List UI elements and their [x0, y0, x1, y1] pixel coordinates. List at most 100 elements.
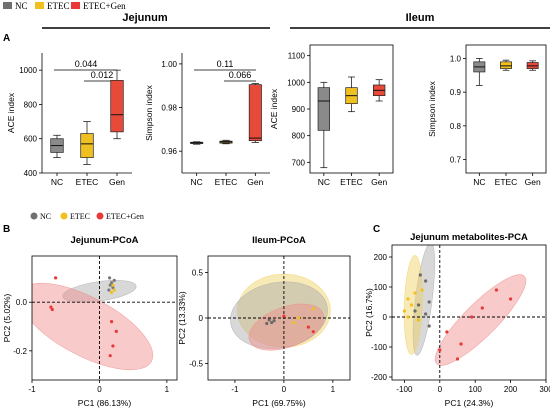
chart-title: Jejunum-PCoA: [70, 235, 138, 246]
y-tick-label: 100: [374, 283, 388, 292]
box-etec: [500, 61, 512, 69]
y-tick-label: 1000: [287, 78, 305, 87]
data-point: [114, 329, 118, 333]
legend-b-dot-nc: [30, 212, 38, 220]
confidence-ellipse: [32, 282, 154, 371]
data-point: [420, 288, 424, 292]
y-tick-label: 0.7: [450, 156, 462, 165]
legend-b-label-nc: NC: [40, 212, 51, 221]
data-point: [413, 291, 417, 295]
data-point: [409, 303, 414, 307]
x-tick-label: ETEC: [495, 177, 518, 187]
x-tick-label: 300: [539, 385, 550, 394]
y-tick-label: -0.2: [13, 347, 27, 356]
y-tick-label: 200: [374, 253, 388, 262]
panel-letter-a: A: [3, 33, 10, 44]
y-tick-label: -0.5: [189, 360, 203, 369]
legend-b-dot-etec: [60, 212, 68, 220]
data-point: [267, 318, 271, 322]
section-label-jejunum: Jejunum: [122, 12, 167, 24]
plot-area: [32, 256, 177, 380]
data-point: [296, 316, 301, 320]
data-point: [108, 283, 112, 287]
data-point: [480, 306, 484, 310]
data-point: [445, 330, 449, 334]
data-point: [418, 273, 422, 277]
y-tick-label: 700: [292, 158, 306, 167]
sig-value-ace-jej-2: 0.012: [91, 70, 114, 80]
x-tick-label: ETEC: [76, 177, 99, 187]
confidence-ellipse: [403, 255, 423, 355]
chart-metabolites_pca: -100 0 100 200 300 200 100 0 -100 -200 Jejunum met…: [364, 232, 550, 408]
x-tick-label: NC: [318, 177, 330, 187]
data-point: [265, 321, 269, 326]
y-tick-label: 800: [24, 100, 38, 109]
x-axis-label: PC1 (69.75%): [252, 398, 306, 408]
x-tick-label: -100: [396, 385, 413, 394]
y-tick-label: 600: [24, 135, 38, 144]
data-point: [427, 324, 431, 328]
data-point: [292, 320, 296, 325]
y-tick-label: 1.00: [161, 60, 177, 69]
x-tick-label: Gen: [109, 177, 125, 187]
data-point: [306, 325, 310, 329]
data-point: [107, 288, 111, 292]
data-point: [272, 319, 276, 323]
data-point: [49, 305, 53, 309]
y-axis-label: PC2 (16.7%): [364, 288, 374, 337]
chart-ileum_pcoa: -1 0 1 0.5 0 -0.5 Ileum-PCoA PC1 (69.75%) PC2 (1…: [177, 235, 351, 408]
confidence-ellipse: [248, 303, 325, 351]
y-tick-label: 1100: [288, 52, 306, 61]
x-tick-label: 100: [469, 385, 483, 394]
y-tick-label: 400: [24, 169, 38, 178]
data-point: [111, 286, 115, 290]
legend-top-swatch-etecgen: [71, 2, 80, 9]
x-tick-label: 0: [438, 385, 443, 394]
confidence-ellipse: [412, 245, 435, 356]
data-point: [406, 315, 410, 319]
y-tick-label: -200: [371, 373, 388, 382]
y-tick-label: 0: [383, 313, 388, 322]
x-tick-label: Gen: [247, 177, 263, 187]
legend-b-dot-etecgen: [96, 212, 104, 220]
legend-top-swatch-etec: [35, 2, 44, 9]
chart-jejunum_pcoa: -1 0 1 0.0 -0.2 Jejunum-PCoA PC1 (86.13%) PC2 (…: [2, 235, 178, 408]
data-point: [424, 279, 428, 283]
x-tick-label: NC: [191, 177, 203, 187]
sig-simpson-jejunum: 0.11 0.066: [194, 59, 256, 82]
data-point: [402, 309, 406, 313]
data-point: [270, 320, 274, 325]
y-axis-label: ACE index: [6, 92, 16, 133]
chart-simpson_ileum: 0.7 0.8 0.9 1.0 Simpson index NC ETEC Gen: [427, 44, 547, 187]
sig-value-simp-jej-2: 0.066: [229, 70, 252, 80]
y-tick-label: 0.8: [450, 122, 462, 131]
data-point: [416, 303, 421, 307]
x-tick-label: 200: [504, 385, 518, 394]
y-tick-label: 0.9: [450, 88, 462, 97]
y-tick-label: 0.5: [192, 268, 204, 277]
data-point: [311, 330, 315, 334]
legend-top: NC ETEC ETEC+Gen: [3, 1, 126, 11]
x-tick-label: -1: [28, 385, 36, 394]
data-point: [282, 314, 286, 318]
y-tick-label: 900: [292, 105, 306, 114]
x-tick-label: ETEC: [215, 177, 238, 187]
y-axis-label: Simpson index: [144, 84, 154, 141]
x-axis-label: PC1 (86.13%): [78, 398, 132, 408]
chart-ace_jejunum: 400 600 800 1000 ACE index NC ETEC Gen: [6, 53, 132, 187]
sig-value-ace-jej-1: 0.044: [75, 59, 98, 69]
y-tick-label: -100: [371, 343, 388, 352]
data-point: [413, 309, 417, 313]
data-point: [112, 278, 116, 282]
x-tick-label: NC: [473, 177, 485, 187]
plot-frame: [391, 244, 547, 381]
box-gen: [248, 84, 262, 142]
data-point: [459, 342, 463, 346]
y-tick-label: 0: [199, 314, 204, 323]
x-tick-label: 0: [97, 385, 102, 394]
data-point: [109, 281, 114, 285]
x-axis-label: PC1 (24.3%): [445, 398, 494, 408]
x-tick-label: 0: [282, 385, 287, 394]
y-tick-label: 0.96: [161, 147, 177, 156]
